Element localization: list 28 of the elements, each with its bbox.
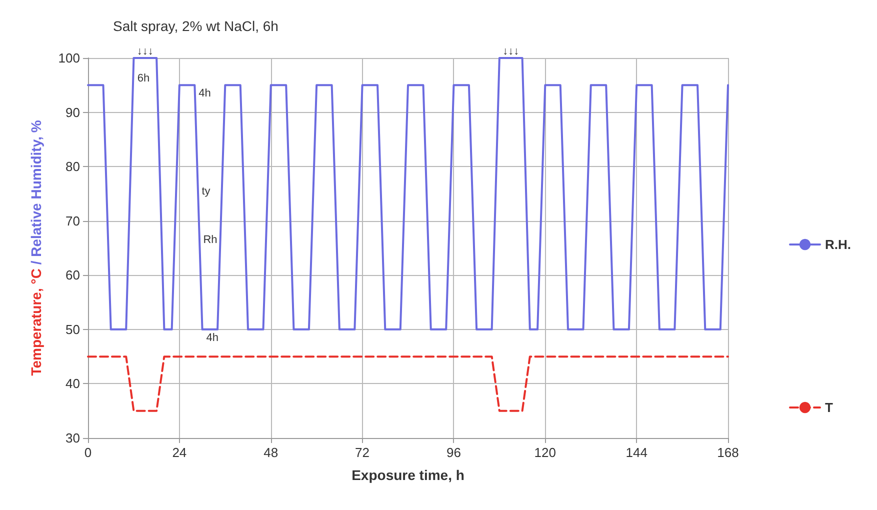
y-tick-label: 100 [58, 50, 80, 66]
x-tick-label: 24 [172, 445, 187, 460]
y-tick-label: 80 [66, 159, 80, 174]
chart-title: Salt spray, 2% wt NaCl, 6h [113, 18, 278, 34]
y-tick-label: 90 [66, 104, 80, 120]
x-tick-label: 120 [534, 445, 556, 460]
x-tick-label: 168 [717, 445, 739, 460]
y-tick-label: 50 [66, 322, 80, 337]
annotation: ↓↓↓ [502, 46, 520, 58]
x-tick-label: 144 [626, 445, 648, 460]
y-axis-title: Temperature, °C / Relative Humidity, % [28, 120, 44, 376]
x-tick-label: 72 [355, 445, 370, 460]
annotation: Rh [203, 234, 218, 246]
x-tick-label: 48 [264, 445, 278, 460]
annotation: 4h [206, 332, 219, 344]
y-tick-label: 70 [66, 213, 80, 228]
legend-label: T [825, 400, 833, 415]
x-tick-label: 96 [446, 445, 461, 460]
annotation: 4h [198, 88, 211, 100]
y-tick-label: 40 [66, 376, 80, 392]
legend-label: R.H. [825, 237, 851, 252]
x-tick-label: 0 [84, 445, 92, 460]
x-axis-title: Exposure time, h [352, 467, 464, 483]
y-tick-label: 60 [66, 268, 80, 283]
annotation: 6h [137, 72, 150, 85]
annotation: ty [202, 185, 211, 198]
annotation: ↓↓↓ [136, 46, 154, 58]
y-tick-label: 30 [66, 430, 80, 446]
